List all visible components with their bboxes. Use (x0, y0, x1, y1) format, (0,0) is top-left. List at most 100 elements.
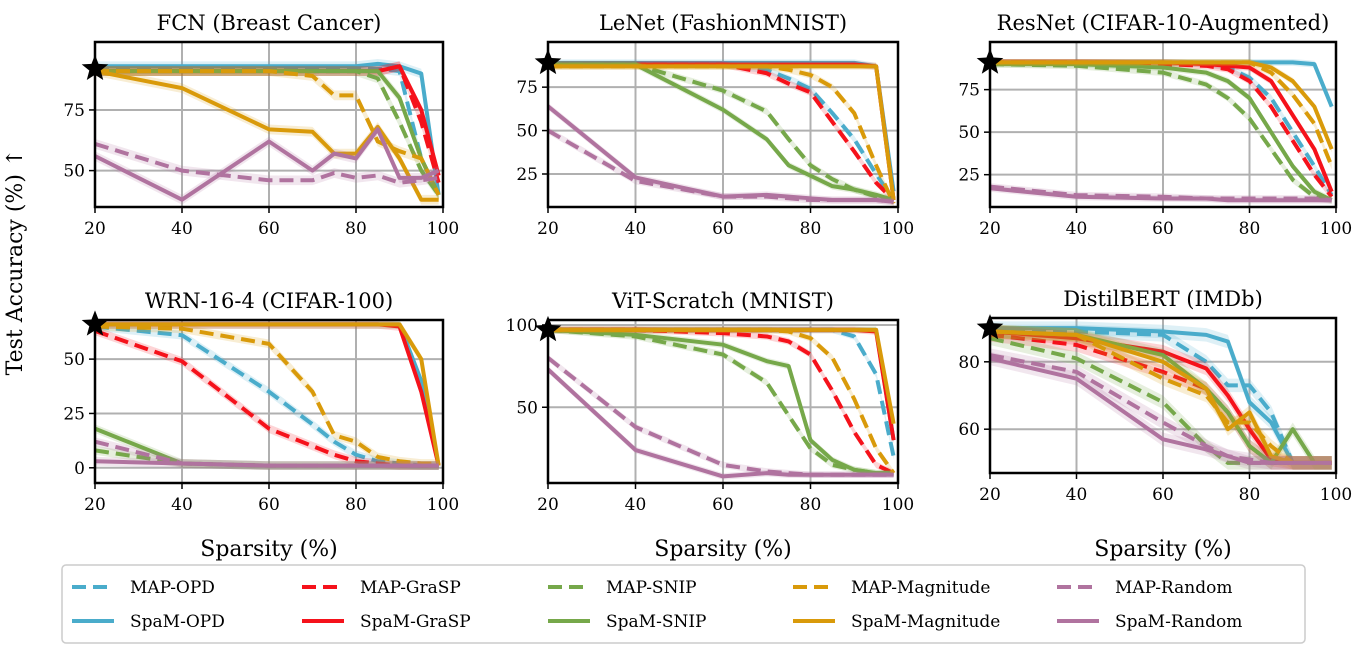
x-tick-label: 20 (84, 219, 106, 239)
y-tick-label: 25 (516, 165, 538, 185)
x-axis-label-1: Sparsity (%) (200, 537, 337, 562)
series-line-spam-magnitude (548, 64, 896, 201)
subplot-title: ResNet (CIFAR-10-Augmented) (997, 11, 1330, 35)
legend-label: MAP-GraSP (360, 578, 461, 598)
legend-label: MAP-SNIP (606, 578, 697, 598)
y-tick-label: 50 (63, 350, 85, 370)
y-tick-label: 60 (958, 420, 980, 440)
band-map-grasp (990, 328, 1332, 470)
series-line-map-snip (990, 62, 1333, 203)
series-line-spam-snip (548, 327, 894, 476)
y-axis-label: Test Accuracy (%) ↑ (3, 149, 28, 376)
axes-frame (988, 316, 1338, 475)
subplot-title: ViT-Scratch (MNIST) (611, 289, 834, 313)
subplot-title: LeNet (FashionMNIST) (599, 11, 847, 35)
series-line-spam-opd (95, 61, 441, 196)
subplot-2: LeNet (FashionMNIST) 20 40 60 80 100 25 50 75 (516, 11, 914, 239)
x-tick-label: 100 (427, 495, 459, 515)
x-tick-label: 20 (979, 485, 1001, 505)
axes-frame (93, 40, 445, 209)
x-tick-label: 40 (171, 219, 193, 239)
x-tick-label: 80 (800, 495, 822, 515)
band-spam-magnitude (990, 324, 1332, 470)
series-line-spam-random (548, 104, 894, 204)
x-tick-label: 60 (1152, 485, 1174, 505)
band-spam-random (95, 124, 439, 205)
y-tick-label: 75 (516, 78, 538, 98)
subplot-4: WRN-16-4 (CIFAR-100) 20 40 60 80 100 0 25 50 (63, 289, 459, 515)
series-line-spam-snip (990, 329, 1332, 465)
x-tick-label: 20 (537, 495, 559, 515)
x-tick-label: 100 (1320, 219, 1352, 239)
y-tick-label: 100 (506, 316, 538, 336)
x-tick-label: 20 (979, 219, 1001, 239)
series-line-spam-random (95, 127, 440, 202)
subplot-1: FCN (Breast Cancer) 20 40 60 80 100 50 75 (63, 11, 459, 239)
series-line-map-grasp (548, 62, 896, 202)
x-tick-label: 60 (258, 495, 280, 515)
x-tick-label: 80 (345, 495, 367, 515)
y-tick-label: 75 (958, 81, 980, 101)
x-tick-label: 60 (1152, 219, 1174, 239)
series-line-spam-random (548, 367, 894, 479)
legend-label: SpaM-Random (1115, 612, 1242, 632)
series-line-spam-magnitude (990, 60, 1334, 150)
x-tick-label: 20 (84, 495, 106, 515)
x-tick-label: 80 (800, 219, 822, 239)
subplot-title: WRN-16-4 (CIFAR-100) (145, 289, 393, 313)
legend-item-map-magnitude: MAP-Magnitude (793, 578, 990, 598)
legend-label: MAP-Magnitude (851, 578, 990, 598)
legend-item-spam-magnitude: SpaM-Magnitude (793, 612, 1000, 632)
band-spam-random (548, 102, 894, 206)
legend-label: SpaM-OPD (130, 612, 225, 632)
series-line-map-magnitude (95, 324, 439, 466)
legend-label: MAP-Random (1115, 578, 1232, 598)
series-line-map-snip (990, 336, 1332, 465)
legend-label: SpaM-Magnitude (851, 612, 1000, 632)
x-tick-label: 40 (1066, 485, 1088, 505)
x-tick-label: 80 (1239, 485, 1261, 505)
x-tick-label: 40 (171, 495, 193, 515)
subplot-5: ViT-Scratch (MNIST) 20 40 60 80 100 50 100 (506, 289, 915, 515)
band-map-snip (548, 326, 894, 477)
y-tick-label: 50 (516, 398, 538, 418)
subplot-title: FCN (Breast Cancer) (157, 11, 382, 35)
legend-item-map-random: MAP-Random (1057, 578, 1232, 598)
y-tick-label: 75 (63, 101, 85, 121)
axes-frame (93, 318, 445, 485)
subplot-6: DistilBERT (IMDb) 20 40 60 80 100 60 80 (958, 287, 1352, 505)
series-line-spam-random (990, 186, 1332, 203)
band-map-random (548, 127, 894, 206)
series-line-map-opd (95, 324, 439, 468)
band-map-magnitude (95, 66, 439, 200)
series-line-map-opd (990, 329, 1332, 465)
x-tick-label: 60 (712, 495, 734, 515)
y-tick-label: 50 (958, 123, 980, 143)
band-map-opd (990, 324, 1332, 470)
legend-item-map-opd: MAP-OPD (72, 578, 215, 598)
y-tick-label: 0 (74, 459, 85, 479)
series-line-map-random (95, 141, 439, 185)
legend-item-spam-random: SpaM-Random (1057, 612, 1242, 632)
x-tick-label: 100 (882, 495, 914, 515)
x-tick-label: 40 (625, 495, 647, 515)
legend-label: SpaM-SNIP (606, 612, 707, 632)
x-tick-label: 40 (1066, 219, 1088, 239)
x-tick-label: 80 (345, 219, 367, 239)
x-tick-label: 80 (1239, 219, 1261, 239)
axes-frame (988, 40, 1338, 209)
legend-label: MAP-OPD (130, 578, 215, 598)
legend-item-map-snip: MAP-SNIP (548, 578, 697, 598)
band-map-magnitude (990, 324, 1332, 470)
band-map-snip (990, 331, 1332, 470)
x-tick-label: 60 (712, 219, 734, 239)
series-line-spam-random (95, 459, 439, 468)
series-line-spam-snip (548, 62, 895, 202)
y-tick-label: 50 (63, 162, 85, 182)
series-line-map-opd (548, 327, 896, 458)
x-axis-label-3: Sparsity (%) (1094, 537, 1231, 562)
x-axis-label-2: Sparsity (%) (654, 537, 791, 562)
x-tick-label: 100 (1320, 485, 1352, 505)
x-tick-label: 100 (427, 219, 459, 239)
